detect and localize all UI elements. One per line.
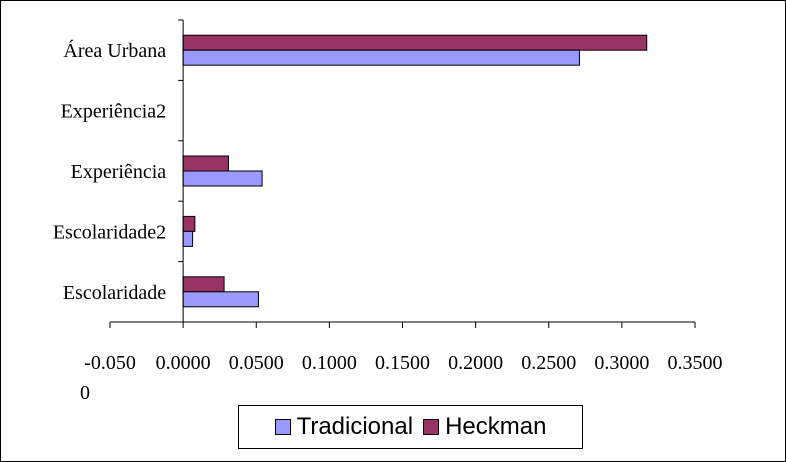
legend-swatch (423, 419, 440, 435)
category-label: Experiência (71, 161, 167, 183)
bar-tradicional-2 (182, 170, 263, 187)
x-tick-label-line: 0.3500 (668, 352, 723, 374)
bars-group (182, 34, 648, 308)
category-label: Experiência2 (61, 101, 167, 123)
x-tick-label: 0.0000 (156, 352, 211, 374)
x-tick-label-line: 0 (80, 382, 90, 404)
x-tick-label-line: 0.1000 (302, 352, 357, 374)
legend-label: Tradicional (296, 413, 414, 440)
bar-heckman-4 (182, 34, 648, 51)
x-tick-label: -0.050 0 (80, 352, 136, 404)
bar-tradicional-4 (182, 49, 580, 66)
legend-swatch (274, 419, 291, 435)
x-tick-label: 0.2500 (521, 352, 576, 374)
x-tick-label-line: 0.1500 (375, 352, 430, 374)
bar-heckman-2 (182, 155, 229, 172)
legend-item-heckman: Heckman (423, 415, 546, 439)
x-tick-label-line: 0.3000 (594, 352, 649, 374)
x-tick-label: 0.0500 (229, 352, 284, 374)
x-tick-label: 0.1000 (302, 352, 357, 374)
category-label: Escolaridade (63, 282, 166, 304)
axes-group (109, 19, 696, 328)
x-tick-label-line: 0.0500 (229, 352, 284, 374)
x-tick-label-line: 0.2500 (521, 352, 576, 374)
legend-label: Heckman (445, 413, 547, 440)
category-label: Escolaridade2 (53, 221, 166, 243)
bar-heckman-1 (182, 215, 196, 232)
bar-tradicional-0 (182, 291, 259, 308)
bar-heckman-0 (182, 276, 225, 293)
x-tick-label: 0.1500 (375, 352, 430, 374)
x-tick-label: 0.3000 (594, 352, 649, 374)
x-tick-label: 0.3500 (668, 352, 723, 374)
bar-tradicional-1 (182, 230, 194, 247)
x-tick-label-line: 0.0000 (156, 352, 211, 374)
x-tick-label-line: 0.2000 (448, 352, 503, 374)
legend-item-tradicional: Tradicional (274, 413, 414, 440)
x-tick-label: 0.2000 (448, 352, 503, 374)
category-label: Área Urbana (63, 39, 166, 62)
labels-group: Escolaridade Escolaridade2 Experiência Expe… (53, 39, 723, 404)
legend: Tradicional Heckman (238, 405, 583, 449)
x-tick-label-line: -0.050 (84, 352, 136, 374)
